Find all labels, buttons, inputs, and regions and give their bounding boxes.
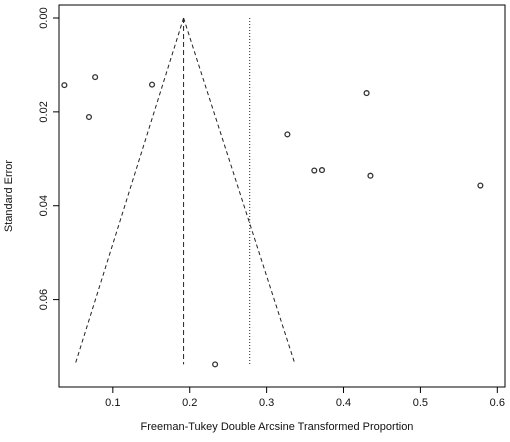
y-axis-title: Standard Error (3, 160, 15, 232)
data-points (61, 74, 484, 368)
data-point (92, 74, 99, 81)
data-point (363, 90, 370, 97)
y-tick-label: 0.00 (38, 7, 50, 28)
funnel-right-line (183, 17, 296, 365)
y-tick-label: 0.06 (38, 289, 50, 310)
y-tick-label: 0.02 (38, 101, 50, 122)
x-tick-label: 0.2 (182, 397, 197, 409)
x-tick-label: 0.5 (413, 397, 428, 409)
x-tick-label: 0.3 (259, 397, 274, 409)
y-tick-label: 0.04 (38, 195, 50, 216)
data-point (318, 167, 326, 174)
x-axis: 0.1 0.2 0.3 0.4 0.5 0.6 (105, 386, 505, 409)
x-tick-label: 0.6 (490, 397, 505, 409)
funnel-left-line (74, 17, 185, 365)
x-tick-label: 0.1 (105, 397, 120, 409)
data-point (148, 81, 156, 88)
data-point (477, 182, 484, 189)
data-point (85, 113, 93, 121)
x-axis-title: Freeman-Tukey Double Arcsine Transformed… (141, 421, 414, 433)
data-point (367, 172, 374, 179)
data-point (284, 131, 291, 138)
data-point (61, 82, 68, 89)
plot-frame (58, 4, 506, 388)
data-point (212, 361, 219, 368)
funnel-layer (74, 17, 296, 365)
data-point (311, 167, 318, 174)
y-axis: 0.00 0.02 0.04 0.06 (38, 7, 60, 310)
x-tick-label: 0.4 (336, 397, 351, 409)
